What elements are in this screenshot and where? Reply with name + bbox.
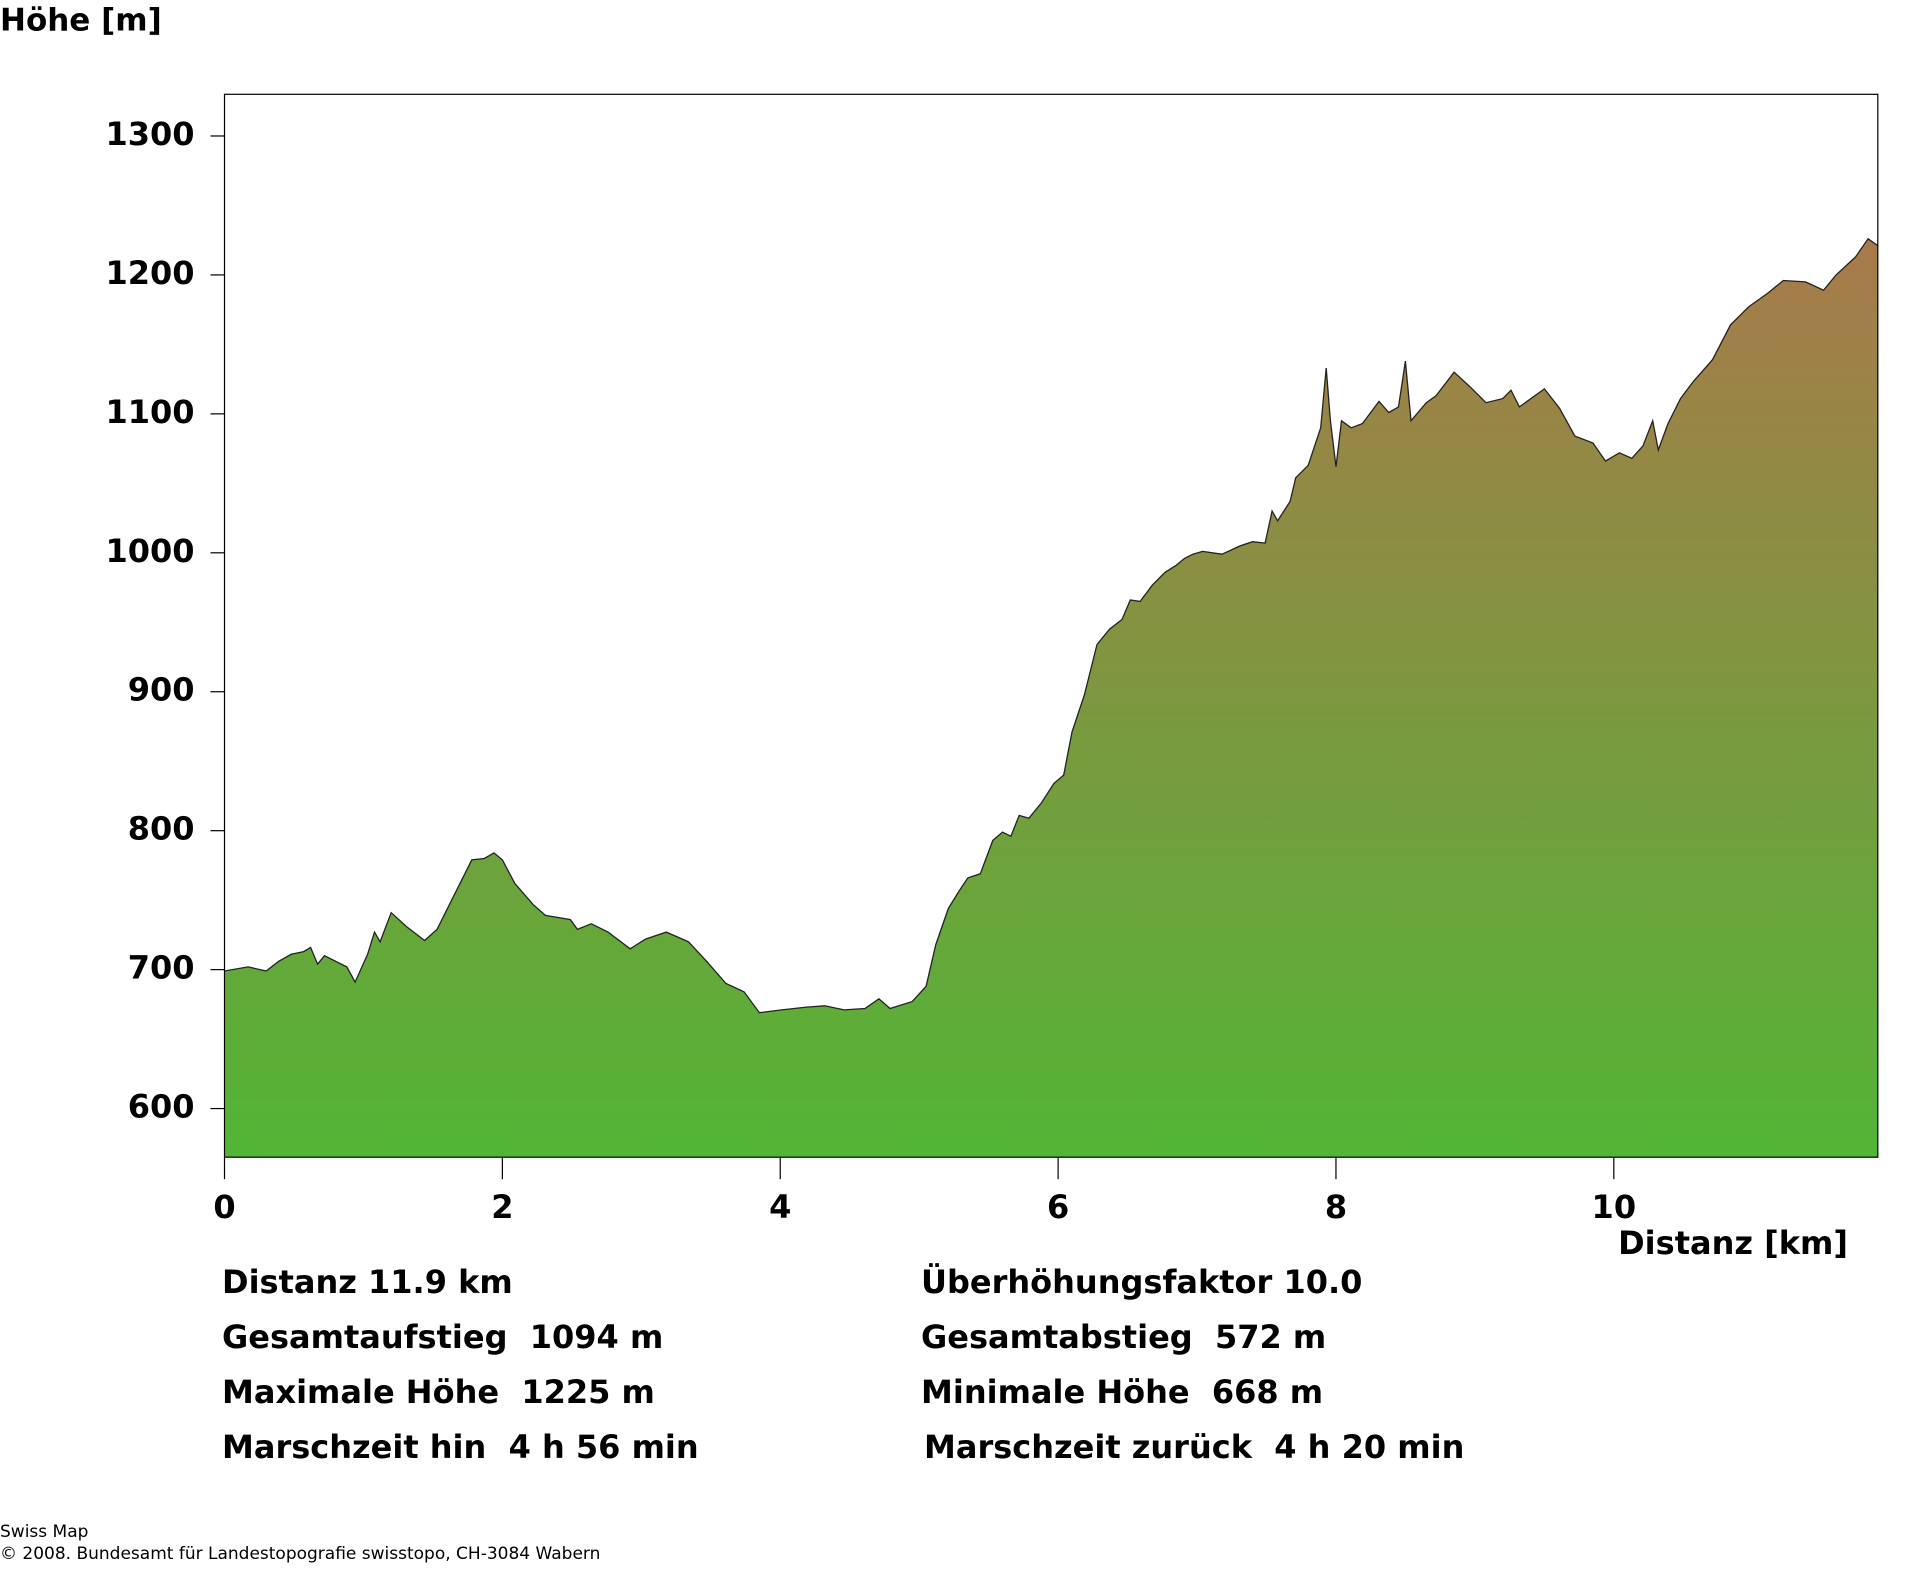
stat-text: Gesamtaufstieg 1094 m — [222, 1318, 663, 1356]
y-tick-label: 800 — [128, 810, 195, 848]
y-tick-label: 900 — [128, 671, 195, 709]
x-axis-label: Distanz [km] — [1618, 1224, 1848, 1262]
x-tick-label: 10 — [1592, 1188, 1637, 1226]
stat-text: Gesamtabstieg 572 m — [921, 1318, 1326, 1356]
footer-text: © 2008. Bundesamt für Landestopografie s… — [0, 1544, 600, 1564]
x-tick-label: 2 — [491, 1188, 513, 1226]
y-axis-label: Höhe [m] — [0, 3, 162, 39]
y-tick-label: 1000 — [105, 532, 194, 570]
stat-text: Marschzeit zurück 4 h 20 min — [924, 1428, 1464, 1466]
footer-text: Swiss Map — [0, 1522, 88, 1542]
stat-text: Minimale Höhe 668 m — [921, 1373, 1323, 1411]
plot-frame — [223, 93, 1879, 1158]
x-tick-label: 6 — [1047, 1188, 1069, 1226]
y-tick-label: 700 — [128, 949, 195, 987]
elevation-area — [224, 238, 1878, 1158]
y-tick-label: 1200 — [105, 254, 194, 292]
x-tick-label: 0 — [213, 1188, 235, 1226]
y-tick-label: 1100 — [105, 393, 194, 431]
stat-text: Maximale Höhe 1225 m — [222, 1373, 655, 1411]
y-tick-label: 600 — [128, 1088, 195, 1126]
y-tick-label: 1300 — [105, 115, 194, 153]
stat-text: Überhöhungsfaktor 10.0 — [921, 1263, 1362, 1301]
elevation-line — [224, 237, 1879, 1014]
stat-text: Distanz 11.9 km — [222, 1263, 513, 1301]
stat-text: Marschzeit hin 4 h 56 min — [222, 1428, 699, 1466]
x-tick-label: 8 — [1325, 1188, 1347, 1226]
x-tick-label: 4 — [769, 1188, 791, 1226]
